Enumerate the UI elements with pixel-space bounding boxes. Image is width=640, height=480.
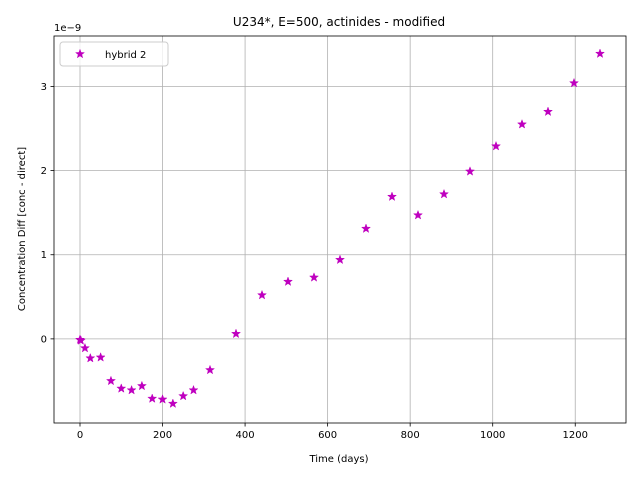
chart-title: U234*, E=500, actinides - modified <box>233 15 445 29</box>
y-offset-label: 1e−9 <box>54 23 81 34</box>
ticks: 0 200 400 600 800 1000 1200 0 1 2 3 <box>41 82 588 441</box>
x-tick-label: 200 <box>153 430 172 441</box>
y-tick-label: 3 <box>41 82 47 93</box>
y-tick-label: 0 <box>41 334 47 345</box>
data-point <box>464 166 476 176</box>
x-tick-label: 1000 <box>480 430 505 441</box>
x-tick-label: 1200 <box>563 430 588 441</box>
data-point <box>516 119 528 129</box>
data-point <box>188 384 199 395</box>
data-point <box>79 342 91 353</box>
data-point <box>568 77 580 88</box>
data-point <box>178 390 189 401</box>
y-axis-label: Concentration Diff [conc - direct] <box>17 147 28 311</box>
data-point <box>85 352 96 363</box>
data-point <box>386 191 398 201</box>
data-point <box>230 328 242 339</box>
data-point <box>438 188 450 199</box>
data-point <box>95 352 106 362</box>
legend-box <box>59 41 169 67</box>
data-point <box>334 254 346 265</box>
data-point <box>282 276 294 286</box>
x-axis-label: Time (days) <box>308 454 368 465</box>
x-tick-label: 800 <box>401 430 420 441</box>
data-point <box>147 393 158 403</box>
data-point <box>105 375 117 386</box>
data-point <box>167 398 178 408</box>
data-point <box>116 383 127 393</box>
data-point <box>360 223 372 233</box>
x-tick-label: 0 <box>77 430 83 441</box>
data-points <box>74 48 606 408</box>
y-tick-label: 1 <box>41 250 47 261</box>
legend-label: hybrid 2 <box>105 50 146 61</box>
data-point <box>75 335 86 345</box>
y-tick-label: 2 <box>41 166 47 177</box>
data-point <box>412 209 424 220</box>
data-point <box>256 289 268 300</box>
data-point <box>542 106 554 117</box>
data-point <box>157 394 168 404</box>
x-tick-label: 400 <box>236 430 255 441</box>
data-point <box>204 364 216 375</box>
data-point <box>136 380 147 391</box>
data-point <box>308 272 320 282</box>
legend-marker-icon <box>74 48 86 59</box>
data-point <box>490 140 502 151</box>
plot-frame <box>53 35 627 424</box>
data-point <box>594 48 606 58</box>
legend: hybrid 2 <box>59 41 169 67</box>
x-tick-label: 600 <box>318 430 337 441</box>
data-point <box>126 384 137 395</box>
